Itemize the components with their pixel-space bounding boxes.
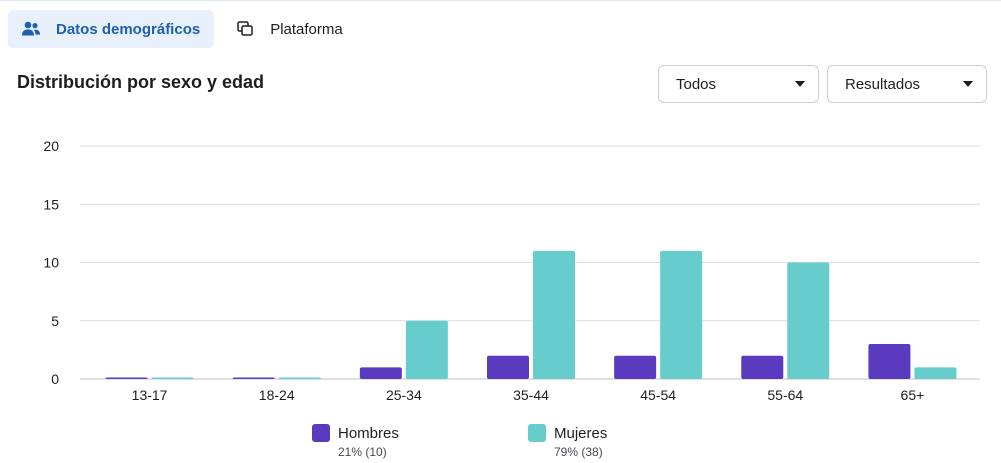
audience-dropdown[interactable]: Todos <box>658 65 819 103</box>
bar-hombres-13-17 <box>105 377 148 379</box>
metric-dropdown[interactable]: Resultados <box>827 65 987 103</box>
tab-label: Datos demográficos <box>56 20 201 38</box>
caret-down-icon <box>963 81 973 87</box>
bar-hombres-45-54 <box>614 355 657 379</box>
caret-down-icon <box>795 81 805 87</box>
bar-hombres-65+ <box>868 344 911 379</box>
bar-mujeres-55-64 <box>787 262 830 379</box>
x-tick-label: 65+ <box>901 387 925 403</box>
people-icon <box>20 18 42 40</box>
bar-mujeres-45-54 <box>660 250 703 379</box>
section-title: Distribución por sexo y edad <box>17 72 265 92</box>
bar-mujeres-13-17 <box>151 377 194 379</box>
tab-datos-demograficos[interactable]: Datos demográficos <box>8 10 215 48</box>
x-tick-label: 13-17 <box>132 387 168 403</box>
legend-swatch-hombres <box>312 424 330 442</box>
legend-summary-mujeres: 79% (38) <box>554 445 603 459</box>
legend-item-hombres[interactable]: Hombres 21% (10) <box>312 424 399 459</box>
legend-swatch-mujeres <box>528 424 546 442</box>
y-tick-label: 15 <box>43 196 59 212</box>
legend-label-mujeres: Mujeres <box>554 424 608 442</box>
x-tick-label: 35-44 <box>513 387 549 403</box>
x-tick-label: 45-54 <box>640 387 676 403</box>
tab-plataforma[interactable]: Plataforma <box>222 10 357 48</box>
x-tick-label: 55-64 <box>767 387 803 403</box>
bar-hombres-35-44 <box>487 355 529 379</box>
audience-dropdown-value: Todos <box>676 75 717 93</box>
x-tick-label: 18-24 <box>259 387 295 403</box>
bar-hombres-25-34 <box>359 367 402 379</box>
metric-dropdown-value: Resultados <box>845 75 921 93</box>
bar-hombres-18-24 <box>232 377 275 379</box>
bar-mujeres-18-24 <box>278 377 321 379</box>
legend-label-hombres: Hombres <box>338 424 399 442</box>
bar-mujeres-35-44 <box>533 250 575 379</box>
y-tick-label: 20 <box>43 138 59 154</box>
tab-bar: Datos demográficos Plataforma <box>8 10 357 48</box>
y-tick-label: 0 <box>51 371 59 387</box>
top-divider <box>0 0 1001 1</box>
y-tick-label: 5 <box>51 313 59 329</box>
y-tick-label: 10 <box>43 255 59 271</box>
tab-label: Plataforma <box>270 20 343 38</box>
bar-hombres-55-64 <box>741 355 784 379</box>
bar-mujeres-65+ <box>914 367 957 379</box>
legend-item-mujeres[interactable]: Mujeres 79% (38) <box>528 424 607 459</box>
devices-icon <box>234 18 256 40</box>
bar-mujeres-25-34 <box>405 320 448 379</box>
legend-summary-hombres: 21% (10) <box>338 445 387 459</box>
x-tick-label: 25-34 <box>386 387 422 403</box>
